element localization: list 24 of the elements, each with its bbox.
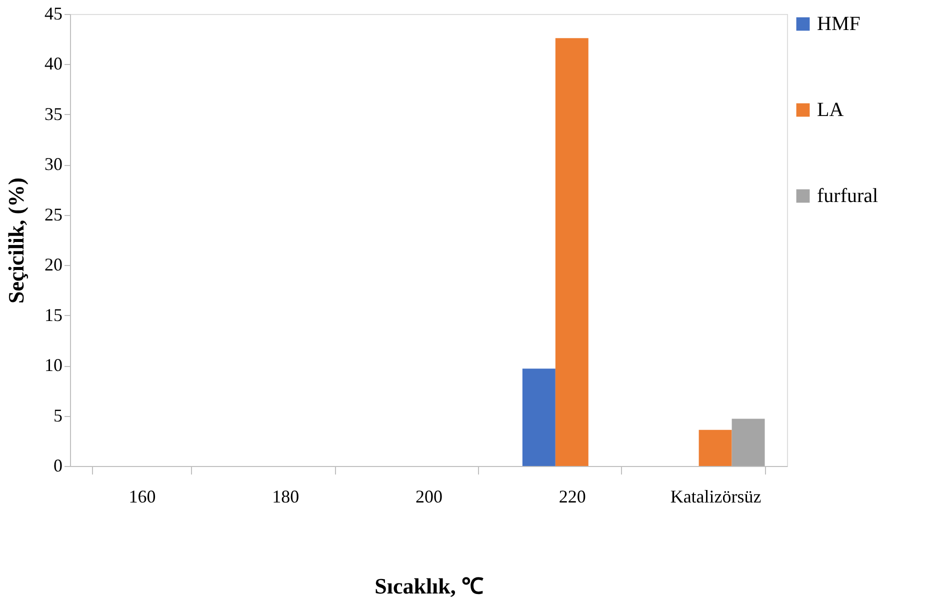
x-axis-title: Sıcaklık, ℃ (374, 574, 484, 598)
y-tick-label: 40 (44, 54, 62, 74)
y-tick-label: 10 (44, 355, 62, 376)
x-tick-label: 200 (416, 486, 442, 506)
y-tick-label: 30 (44, 154, 62, 174)
y-tick-label: 20 (44, 254, 62, 275)
y-tick-label: 15 (44, 304, 62, 325)
y-tick-label: 45 (44, 4, 62, 24)
bar (522, 368, 556, 466)
bar (698, 430, 732, 466)
legend-label: LA (817, 99, 844, 121)
y-axis-title: Seçicilik, (%) (4, 178, 28, 304)
legend-label: furfural (817, 185, 879, 207)
legend-label: HMF (817, 13, 860, 35)
x-tick-label: 220 (558, 486, 586, 506)
bar (732, 418, 765, 466)
y-tick-label: 5 (54, 405, 62, 426)
x-tick-label: Katalizörsüz (670, 486, 762, 506)
x-tick-label: 180 (272, 486, 300, 506)
y-tick-label: 25 (44, 204, 62, 224)
y-tick-label: 35 (44, 104, 62, 124)
x-tick-label: 160 (128, 486, 156, 506)
y-tick-label: 0 (54, 456, 62, 476)
bar (555, 38, 588, 466)
